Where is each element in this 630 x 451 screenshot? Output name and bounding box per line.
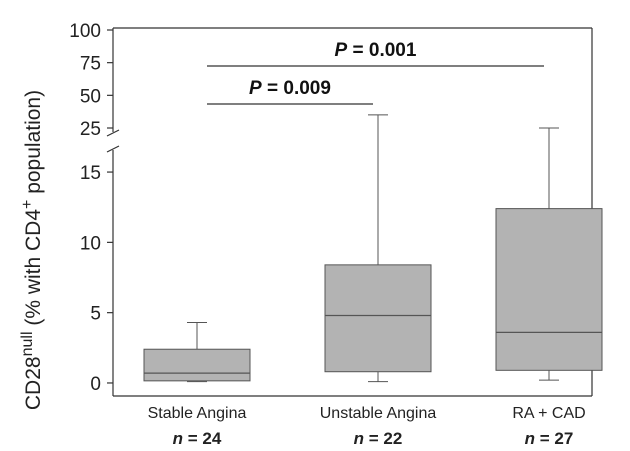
y-axis-break-mark: [106, 145, 120, 153]
box-group: [495, 127, 603, 381]
y-tick-label: 100: [69, 21, 101, 42]
n-label: n = 22: [354, 429, 403, 448]
y-tick-label: 0: [90, 374, 101, 395]
box-iqr: [143, 348, 251, 382]
y-tick-label: 15: [80, 163, 101, 184]
y-axis-label: CD28null (% with CD4+ population): [19, 90, 45, 410]
box-iqr: [324, 264, 432, 373]
p-value-label: P = 0.009: [249, 78, 331, 99]
n-label: n = 24: [173, 429, 222, 448]
box-group: [324, 114, 432, 383]
n-label: n = 27: [525, 429, 574, 448]
y-tick-label: 50: [80, 86, 101, 107]
y-axis-label-sup1: null: [19, 332, 36, 357]
category-label: RA + CAD: [512, 405, 585, 422]
p-value-label: P = 0.001: [335, 40, 417, 61]
y-ticks: 0 5 10 15 25 50 75 100: [69, 21, 113, 395]
y-axis-break-mark: [106, 129, 120, 137]
category-label: Stable Angina: [148, 405, 247, 422]
box-group: [143, 322, 251, 383]
x-labels: Stable Angina n = 24 Unstable Angina n = 22…: [148, 405, 586, 448]
y-tick-label: 75: [80, 54, 101, 75]
y-tick-label: 5: [90, 304, 101, 325]
category-label: Unstable Angina: [320, 405, 437, 422]
y-tick-label: 25: [80, 119, 101, 140]
box-iqr: [495, 208, 603, 371]
boxes: [143, 114, 603, 383]
y-tick-label: 10: [80, 233, 101, 254]
